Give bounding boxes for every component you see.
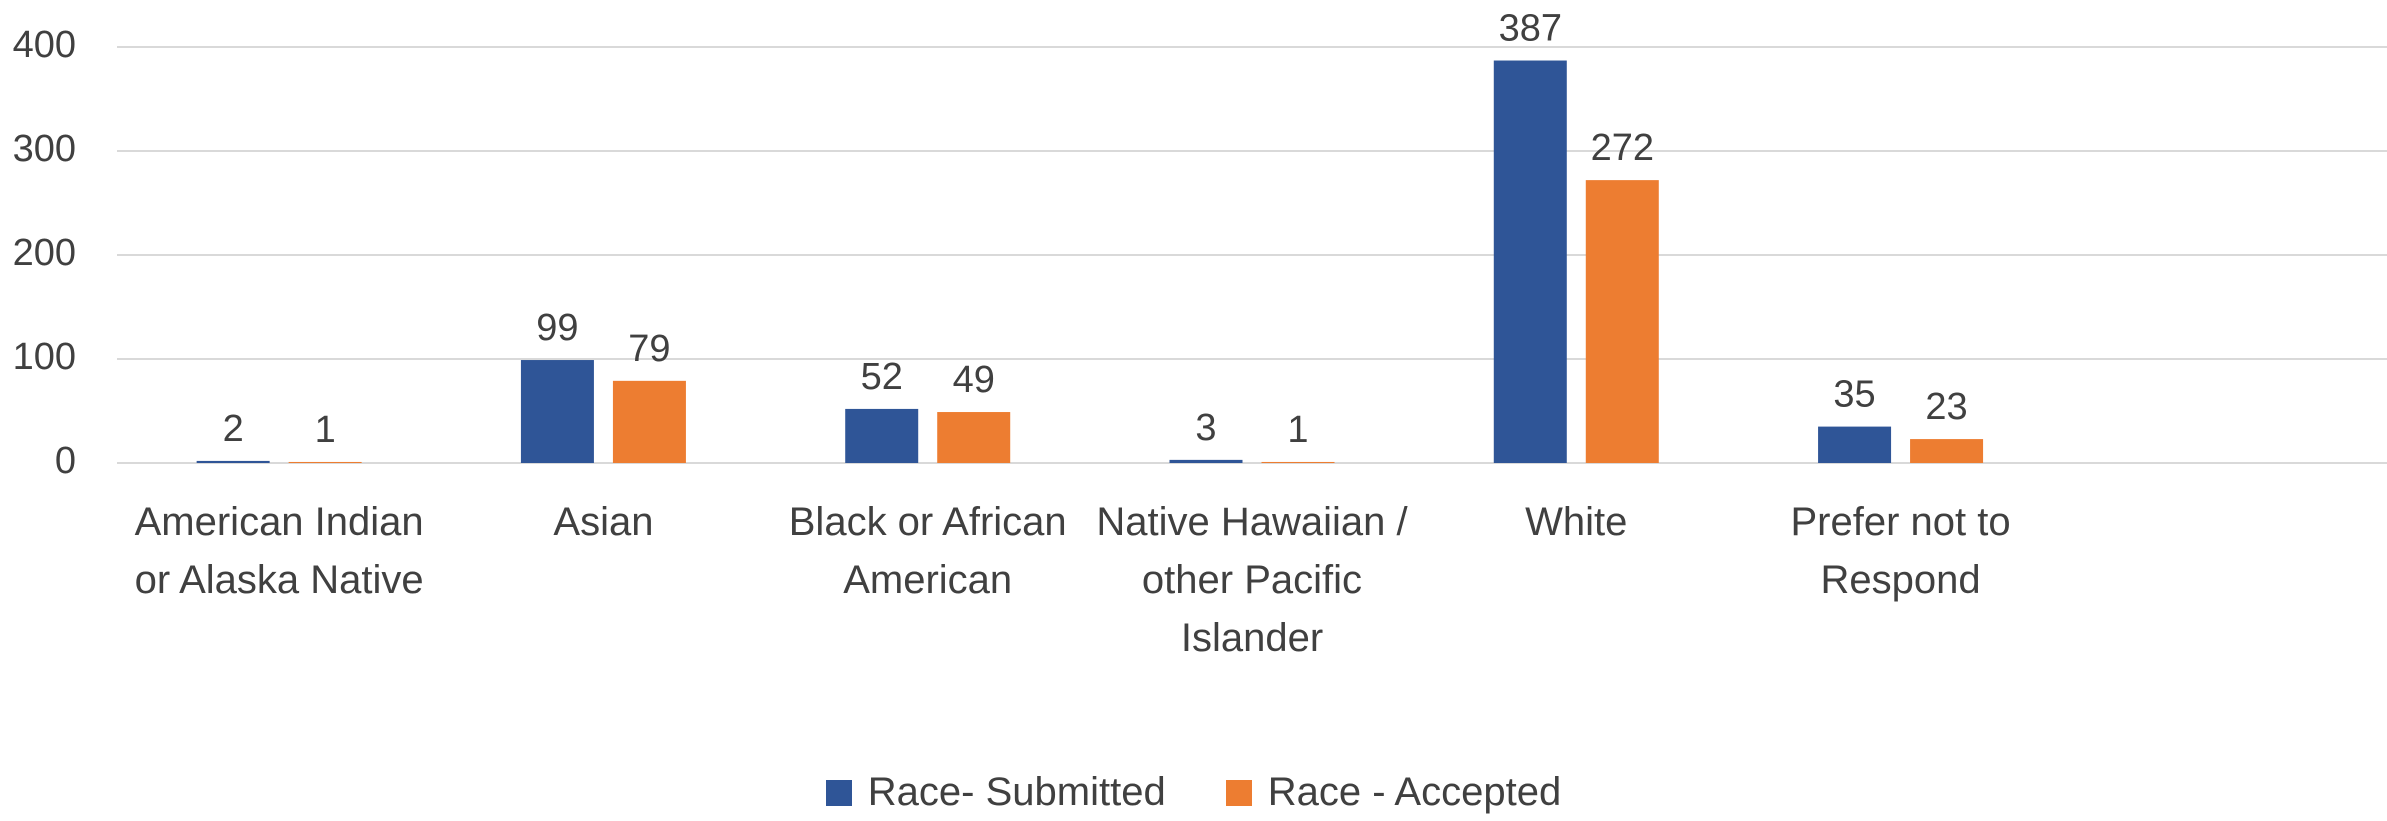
- bar: [1910, 439, 1984, 463]
- bar: [845, 408, 919, 463]
- data-label: 52: [861, 356, 903, 398]
- x-tick-label: Native Hawaiian / other Pacific Islander: [1096, 500, 1408, 660]
- legend: Race- Submitted Race - Accepted: [0, 770, 2387, 815]
- data-label: 387: [1499, 8, 1562, 50]
- y-tick-label: 400: [13, 24, 76, 66]
- x-tick-label: Asian: [553, 500, 654, 544]
- legend-swatch: [1225, 779, 1252, 806]
- data-label: 1: [1287, 409, 1308, 451]
- data-label: 272: [1591, 127, 1654, 169]
- legend-label: Race- Submitted: [867, 770, 1166, 814]
- bar: [1493, 60, 1567, 464]
- bar: [612, 380, 686, 463]
- x-tick-label: American Indian or Alaska Native: [134, 500, 424, 602]
- bar: [520, 360, 594, 463]
- legend-item: Race- Submitted: [825, 770, 1166, 815]
- y-tick-label: 200: [13, 232, 76, 274]
- legend-swatch: [825, 779, 852, 806]
- bar: [288, 461, 362, 463]
- data-label: 35: [1833, 374, 1875, 416]
- legend-item: Race - Accepted: [1225, 770, 1562, 815]
- y-tick-label: 0: [55, 440, 76, 482]
- data-label: 49: [953, 359, 995, 401]
- bar: [937, 412, 1011, 463]
- data-label: 1: [315, 409, 336, 451]
- bar: [1585, 180, 1659, 463]
- y-tick-label: 100: [13, 336, 76, 378]
- data-label: 2: [223, 408, 244, 450]
- data-label: 23: [1925, 386, 1967, 428]
- data-label: 3: [1195, 407, 1216, 449]
- legend-label: Race - Accepted: [1267, 770, 1562, 814]
- bar: [196, 460, 270, 463]
- bar: [1818, 426, 1892, 463]
- x-tick-label: White: [1525, 500, 1628, 544]
- data-label: 79: [628, 328, 670, 370]
- data-label: 99: [536, 307, 578, 349]
- bar: [1261, 461, 1335, 463]
- x-tick-label: Black or African American: [788, 500, 1067, 602]
- x-tick-label: Prefer not to Respond: [1790, 500, 2011, 602]
- y-tick-label: 300: [13, 128, 76, 170]
- bar: [1169, 459, 1243, 463]
